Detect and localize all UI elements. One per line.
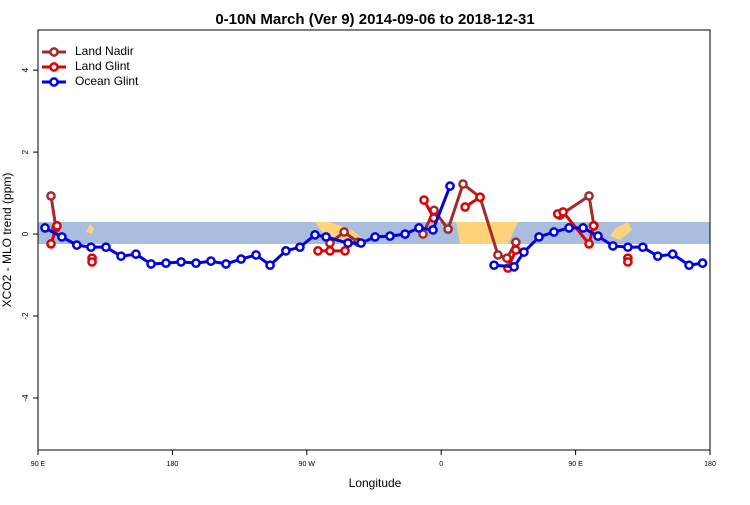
y-axis-label: XCO2 - MLO trend (ppm) [0,173,14,308]
point [493,250,503,260]
point [623,242,633,253]
point [57,232,67,242]
point [458,179,468,189]
point [325,246,335,256]
point [321,232,331,242]
y-tick-label: -2 [21,312,30,320]
point [400,229,410,239]
point [131,249,141,259]
point [534,232,544,242]
point [558,207,568,217]
point [370,232,380,242]
point [428,225,438,235]
legend-marker [49,47,59,57]
point [295,242,305,253]
point [40,223,50,233]
point [697,258,708,269]
x-tick-label: 180 [167,461,179,468]
x-tick-label: 180 [704,461,716,468]
point [519,247,529,257]
legend-label: Land Glint [75,59,130,73]
point [339,227,349,237]
point [251,250,261,260]
point [509,261,519,272]
point [101,242,111,253]
point [475,192,485,203]
point [637,242,648,253]
point [511,245,521,255]
legend-marker [49,77,59,87]
point [191,258,201,269]
point [584,191,594,201]
point [86,242,96,253]
point [593,231,603,241]
point [684,260,694,271]
point [206,256,216,266]
point [46,239,56,249]
legend-marker [49,62,59,72]
x-tick-label: 90 E [568,461,583,468]
x-tick-label: 90 W [299,461,316,468]
point [460,202,470,212]
y-tick-label: 2 [21,149,30,154]
point [176,257,186,267]
point [502,253,512,264]
point [236,254,246,264]
point [443,224,453,234]
point [340,246,350,256]
point [343,238,353,248]
point [489,260,499,271]
point [71,240,82,250]
point [623,257,633,267]
point [588,221,599,231]
legend-label: Ocean Glint [75,74,139,88]
point [419,195,429,205]
point [549,227,559,237]
y-tick-label: 4 [21,67,30,72]
point [87,257,97,267]
point [281,246,291,256]
point [116,251,126,262]
point [385,231,395,241]
point [652,251,663,262]
point [578,223,588,233]
point [564,223,574,233]
point [511,237,521,248]
point [146,259,156,269]
point [310,230,320,240]
x-tick-label: 90 E [31,461,46,468]
point [445,181,455,191]
x-axis-label: Longitude [349,476,402,490]
legend-label: Land Nadir [75,44,134,58]
x-tick-label: 0 [439,461,443,468]
plot-frame [37,29,711,451]
point [608,241,618,251]
point [584,239,594,249]
point [414,223,424,233]
point [46,191,56,201]
point [356,238,366,248]
point [161,258,171,269]
point [667,249,678,259]
point [265,260,275,271]
y-tick-label: 0 [21,231,30,236]
point [52,221,62,231]
chart-title: 0-10N March (Ver 9) 2014-09-06 to 2018-1… [215,11,534,28]
point [313,246,323,256]
y-tick-label: -4 [21,394,30,402]
point [221,259,231,269]
